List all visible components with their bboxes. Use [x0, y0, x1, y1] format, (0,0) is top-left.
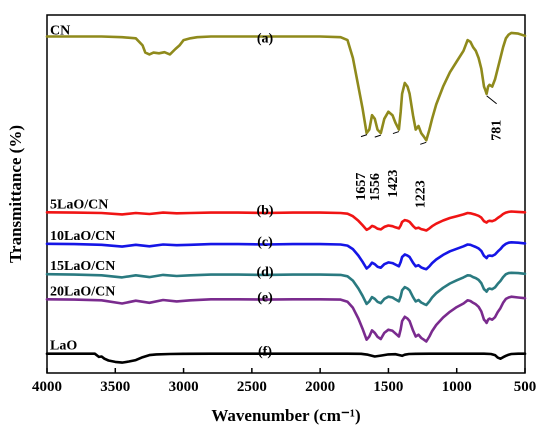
- peak-label-1657: 1657: [354, 173, 369, 201]
- peak-leader-1223: [420, 141, 427, 145]
- x-tick-label: 4000: [32, 379, 62, 395]
- series-label-cn: CN: [50, 23, 70, 38]
- peak-leader-781: [486, 95, 497, 105]
- series-label-lao: LaO: [50, 339, 77, 354]
- series-label-20lao-cn: 20LaO/CN: [50, 284, 115, 299]
- y-axis-title: Transmittance (%): [6, 125, 25, 263]
- x-tick-label: 2500: [237, 379, 267, 395]
- series-line-10lao-cn: [45, 241, 527, 271]
- series-label-5lao-cn: 5LaO/CN: [50, 197, 108, 212]
- peak-leader-1556: [374, 134, 381, 138]
- plot-frame: [46, 14, 526, 374]
- series-letter-cn: (a): [257, 31, 274, 46]
- series-label-15lao-cn: 15LaO/CN: [50, 259, 115, 274]
- series-letter-15lao-cn: (d): [256, 265, 273, 280]
- x-axis: 4000 3500 3000 2500 2000 1500 1000 500: [32, 368, 536, 395]
- peak-label-1556: 1556: [368, 173, 383, 201]
- peak-label-1223: 1223: [413, 180, 428, 208]
- x-tick-label: 2000: [305, 379, 335, 395]
- series-line-cn: [45, 31, 527, 142]
- series-letter-10lao-cn: (c): [257, 235, 273, 250]
- spectra-group: [45, 31, 527, 364]
- series-line-15lao-cn: [45, 271, 527, 307]
- series-label-10lao-cn: 10LaO/CN: [50, 229, 115, 244]
- peak-label-781: 781: [490, 120, 505, 141]
- series-labels: CN (a) 5LaO/CN (b) 10LaO/CN (c) 15LaO/CN (d) 20L…: [50, 23, 274, 359]
- series-letter-5lao-cn: (b): [256, 203, 273, 218]
- x-tick-label: 1500: [373, 379, 403, 395]
- x-tick-label: 500: [514, 379, 537, 395]
- peak-leader-1657: [360, 134, 368, 138]
- series-letter-20lao-cn: (e): [257, 290, 273, 305]
- x-tick-label: 3000: [169, 379, 199, 395]
- x-axis-title: Wavenumber (cm⁻¹): [211, 406, 360, 425]
- series-line-5lao-cn: [45, 210, 527, 232]
- peak-leader-1423: [392, 131, 400, 135]
- x-tick-label: 3500: [100, 379, 130, 395]
- peak-label-1423: 1423: [386, 170, 401, 198]
- x-tick-label: 1000: [442, 379, 472, 395]
- series-letter-lao: (f): [258, 345, 272, 360]
- series-line-20lao-cn: [45, 295, 527, 343]
- series-line-lao: [45, 352, 527, 364]
